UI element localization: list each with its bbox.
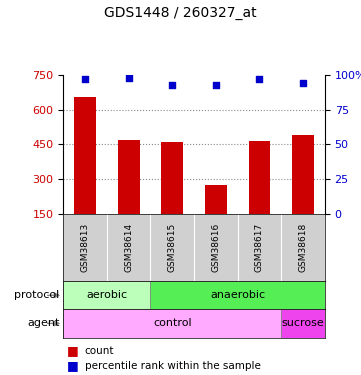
- Text: control: control: [153, 318, 192, 328]
- Point: [213, 82, 219, 88]
- Text: ■: ■: [67, 359, 79, 372]
- Text: percentile rank within the sample: percentile rank within the sample: [85, 361, 261, 370]
- Text: GSM38618: GSM38618: [299, 223, 308, 272]
- Point: [126, 75, 131, 81]
- Point: [169, 82, 175, 88]
- Text: ■: ■: [67, 344, 79, 357]
- Point: [257, 76, 262, 82]
- Bar: [205, 185, 227, 214]
- Text: GDS1448 / 260327_at: GDS1448 / 260327_at: [104, 6, 257, 20]
- Bar: [74, 97, 96, 214]
- Text: agent: agent: [27, 318, 60, 328]
- Bar: [281, 309, 325, 338]
- Text: protocol: protocol: [14, 290, 60, 300]
- Bar: [249, 141, 270, 214]
- Point: [82, 76, 88, 82]
- Text: aerobic: aerobic: [86, 290, 127, 300]
- Text: GSM38615: GSM38615: [168, 223, 177, 272]
- Bar: [292, 135, 314, 214]
- Bar: [151, 281, 325, 309]
- Bar: [161, 142, 183, 214]
- Text: GSM38616: GSM38616: [211, 223, 220, 272]
- Point: [300, 80, 306, 86]
- Bar: [63, 309, 281, 338]
- Text: sucrose: sucrose: [282, 318, 325, 328]
- Text: anaerobic: anaerobic: [210, 290, 265, 300]
- Text: GSM38617: GSM38617: [255, 223, 264, 272]
- Text: GSM38613: GSM38613: [81, 223, 90, 272]
- Bar: [63, 281, 151, 309]
- Text: count: count: [85, 346, 114, 355]
- Text: GSM38614: GSM38614: [124, 223, 133, 272]
- Bar: [118, 140, 139, 214]
